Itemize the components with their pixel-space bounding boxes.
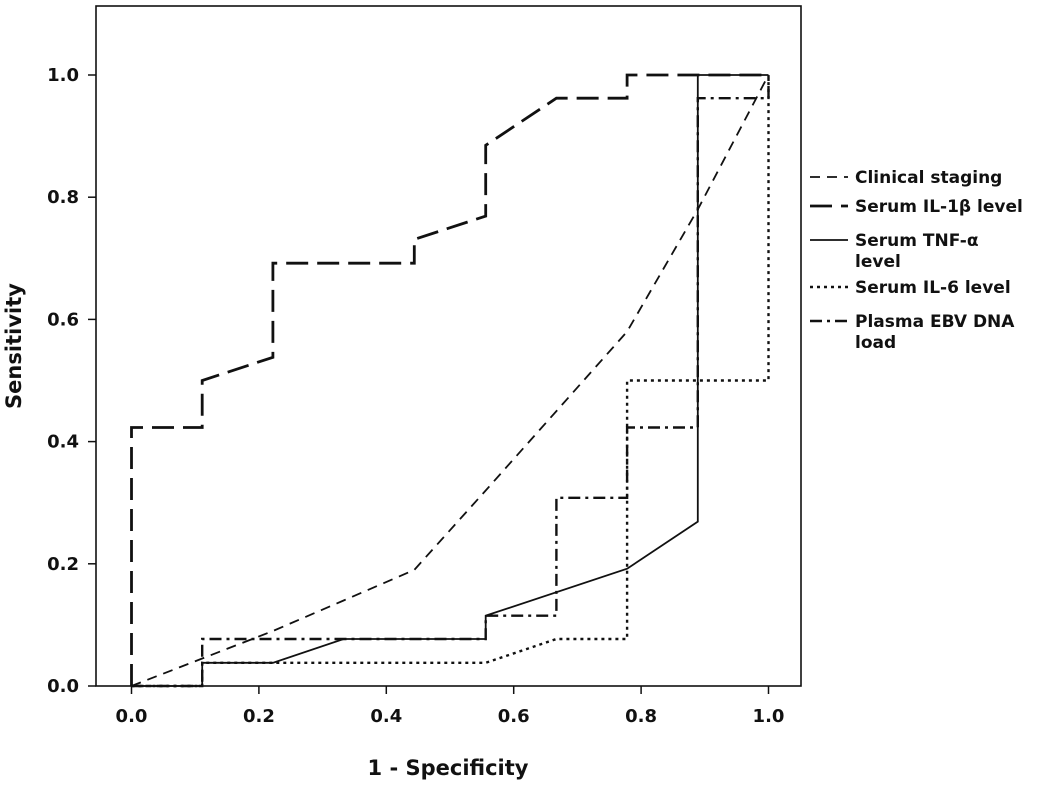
y-tick-label: 1.0 xyxy=(47,65,79,86)
legend: Clinical staging Serum IL-1β level Serum T… xyxy=(810,168,1023,353)
series-line-5 xyxy=(131,75,770,688)
legend-label: Serum IL-1β level xyxy=(855,197,1023,217)
x-tick-label: 0.8 xyxy=(625,706,657,727)
y-tick-label: 0.8 xyxy=(47,187,79,208)
series-line-1 xyxy=(131,74,770,687)
x-tick-label: 1.0 xyxy=(753,706,785,727)
legend-label: Clinical staging xyxy=(855,168,1002,188)
series-line-4 xyxy=(131,75,770,688)
legend-label: load xyxy=(855,333,896,353)
plot-frame xyxy=(95,5,802,687)
legend-label: level xyxy=(855,252,901,272)
x-tick-label: 0.4 xyxy=(370,706,402,727)
legend-label: Plasma EBV DNA xyxy=(855,312,1015,332)
x-tick-label: 0.6 xyxy=(498,706,530,727)
legend-label: Serum IL-6 level xyxy=(855,278,1011,298)
legend-label: Serum TNF-α xyxy=(855,231,979,251)
axis-ticks: 0.0 0.2 0.4 0.6 0.8 1.0 0.0 0.2 0.4 0.6 0.8 1.0 xyxy=(47,65,784,727)
y-axis-title: Sensitivity xyxy=(2,283,26,409)
series-line-2 xyxy=(130,73,769,686)
x-tick-label: 0.2 xyxy=(243,706,275,727)
y-tick-label: 0.0 xyxy=(47,676,79,697)
x-tick-label: 0.0 xyxy=(116,706,148,727)
x-axis-title: 1 - Specificity xyxy=(368,756,529,780)
y-tick-label: 0.4 xyxy=(47,432,79,453)
y-tick-label: 0.6 xyxy=(47,309,79,330)
series-layer xyxy=(130,73,770,688)
y-tick-label: 0.2 xyxy=(47,554,79,575)
